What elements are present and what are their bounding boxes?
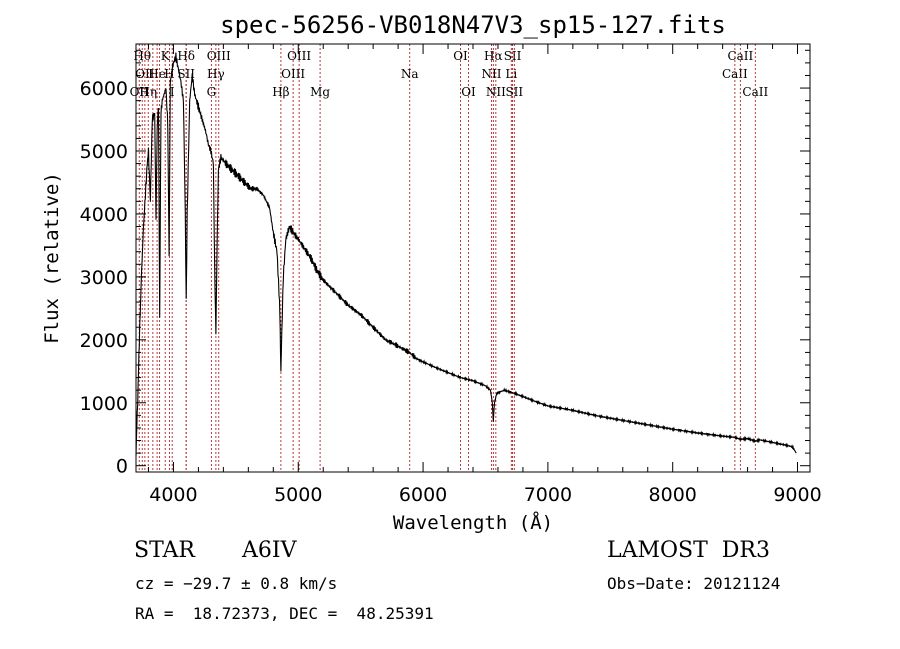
line-label: OII (135, 67, 155, 81)
line-label: Hη (139, 85, 157, 99)
coordinates: RA = 18.72373, DEC = 48.25391 (135, 604, 434, 623)
line-label: SII (504, 49, 522, 63)
line-label: Li (505, 67, 517, 81)
y-tick-label: 5000 (80, 141, 128, 163)
line-label: CaII (727, 49, 753, 63)
line-label: G (207, 85, 217, 99)
y-tick-label: 2000 (80, 330, 128, 352)
line-label: Mg (310, 85, 330, 99)
line-label: OIII (207, 49, 231, 63)
line-label: SII (505, 85, 523, 99)
line-label: Hα (484, 49, 503, 63)
y-tick-label: 4000 (80, 204, 128, 226)
x-tick-label: 6000 (399, 484, 447, 506)
object-subclass: A6IV (242, 538, 297, 563)
line-label: He (148, 67, 166, 81)
spectrum-line (135, 52, 797, 457)
chart-title: spec-56256-VB018N47V3_sp15-127.fits (220, 11, 726, 39)
x-tick-label: 5000 (274, 484, 322, 506)
y-tick-label: 0 (116, 456, 128, 478)
plot-frame (135, 43, 811, 473)
redshift-cz: cz = −29.7 ± 0.8 km/s (135, 574, 338, 593)
line-label: Hγ (207, 67, 225, 81)
object-class: STAR (134, 538, 195, 563)
line-label: I (170, 85, 175, 99)
survey-name: LAMOST DR3 (607, 538, 770, 563)
x-tick-label: 7000 (524, 484, 572, 506)
y-axis-label: Flux (relative) (41, 172, 63, 344)
line-label: Hθ (133, 49, 151, 63)
observation-date: Obs−Date: 20121124 (607, 574, 781, 593)
line-label: OIII (281, 67, 305, 81)
axis-ticks (136, 44, 810, 472)
line-label: OI (453, 49, 468, 63)
y-tick-label: 1000 (80, 393, 128, 415)
line-label: H (164, 67, 174, 81)
line-label: OIII (287, 49, 311, 63)
axis-tick-labels: 4000 5000 6000 7000 8000 9000 0 1000 2000 3000 400… (80, 78, 822, 506)
line-label: Na (401, 67, 419, 81)
x-tick-label: 8000 (649, 484, 697, 506)
line-label: NII (486, 85, 506, 99)
line-label: K (161, 49, 171, 63)
line-label: SII (177, 67, 195, 81)
x-axis-label: Wavelength (Å) (393, 511, 553, 534)
y-tick-label: 6000 (80, 78, 128, 100)
line-label: Hβ (272, 85, 289, 99)
y-tick-label: 3000 (80, 267, 128, 289)
emission-line-markers: OIIHθOIIHηHeKHIHδSIIGHγOIIIHβOIIIOIIIMgN… (130, 44, 768, 472)
line-label: CaII (742, 85, 768, 99)
x-tick-label: 9000 (773, 484, 821, 506)
line-label: NII (481, 67, 501, 81)
x-tick-label: 4000 (149, 484, 197, 506)
line-label: OI (461, 85, 476, 99)
line-label: CaII (722, 67, 748, 81)
